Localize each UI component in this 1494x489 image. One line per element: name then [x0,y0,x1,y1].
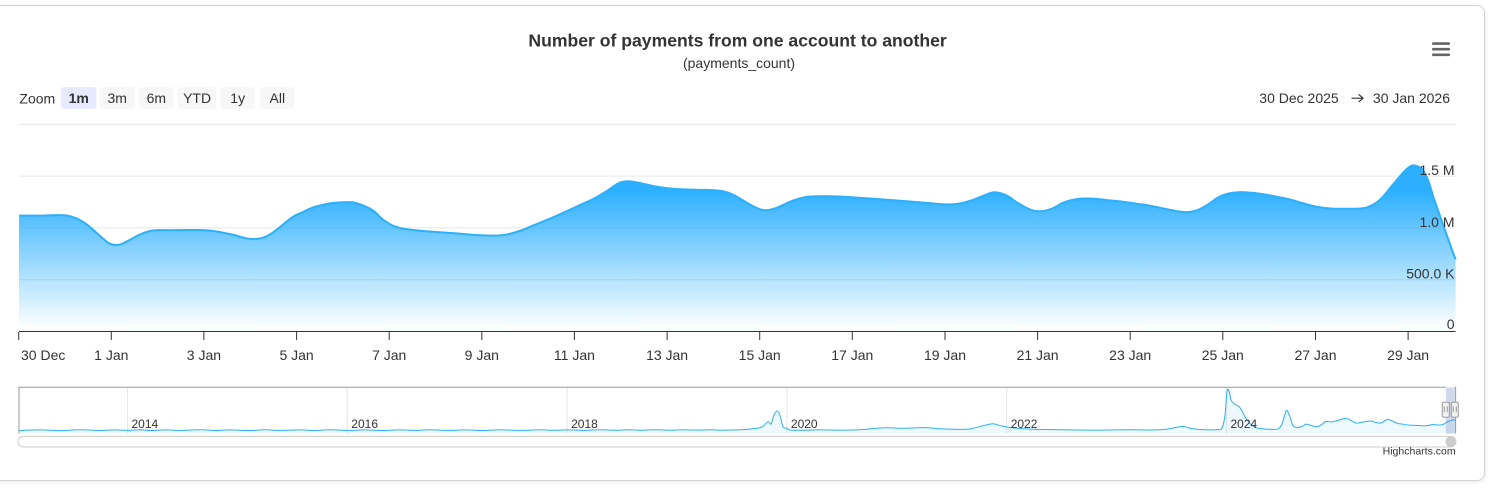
svg-text:1.0 M: 1.0 M [1419,214,1454,230]
svg-text:30 Dec 2025: 30 Dec 2025 [1259,90,1339,106]
svg-text:YTD: YTD [183,90,211,106]
svg-text:Number of payments from one ac: Number of payments from one account to a… [528,31,947,51]
svg-text:3m: 3m [107,90,126,106]
svg-text:Highcharts.com: Highcharts.com [1383,446,1456,458]
svg-text:2014: 2014 [132,417,159,431]
svg-text:2020: 2020 [791,417,818,431]
svg-text:27 Jan: 27 Jan [1294,347,1336,363]
svg-text:1m: 1m [69,90,89,106]
svg-text:0: 0 [1447,316,1455,332]
svg-text:19 Jan: 19 Jan [924,347,966,363]
svg-text:1.5 M: 1.5 M [1419,162,1454,178]
svg-text:(payments_count): (payments_count) [683,55,795,71]
svg-text:2018: 2018 [571,417,598,431]
svg-text:30 Jan 2026: 30 Jan 2026 [1373,90,1450,106]
svg-text:Zoom: Zoom [19,91,55,107]
svg-text:9 Jan: 9 Jan [465,347,499,363]
svg-text:2024: 2024 [1231,417,1258,431]
svg-text:13 Jan: 13 Jan [646,347,688,363]
svg-text:1 Jan: 1 Jan [94,347,128,363]
svg-text:All: All [270,90,286,106]
svg-text:25 Jan: 25 Jan [1202,347,1244,363]
svg-text:15 Jan: 15 Jan [739,347,781,363]
svg-text:30 Dec: 30 Dec [21,347,65,363]
svg-text:1y: 1y [230,90,245,106]
svg-text:2022: 2022 [1011,417,1038,431]
svg-text:23 Jan: 23 Jan [1109,347,1151,363]
svg-text:5 Jan: 5 Jan [279,347,313,363]
svg-text:17 Jan: 17 Jan [831,347,873,363]
svg-text:11 Jan: 11 Jan [554,347,595,363]
svg-text:21 Jan: 21 Jan [1017,347,1059,363]
svg-text:7 Jan: 7 Jan [372,347,406,363]
svg-text:6m: 6m [147,90,166,106]
svg-text:29 Jan: 29 Jan [1387,347,1429,363]
svg-text:3 Jan: 3 Jan [187,347,221,363]
svg-text:500.0 K: 500.0 K [1406,266,1455,282]
svg-text:2016: 2016 [351,417,378,431]
